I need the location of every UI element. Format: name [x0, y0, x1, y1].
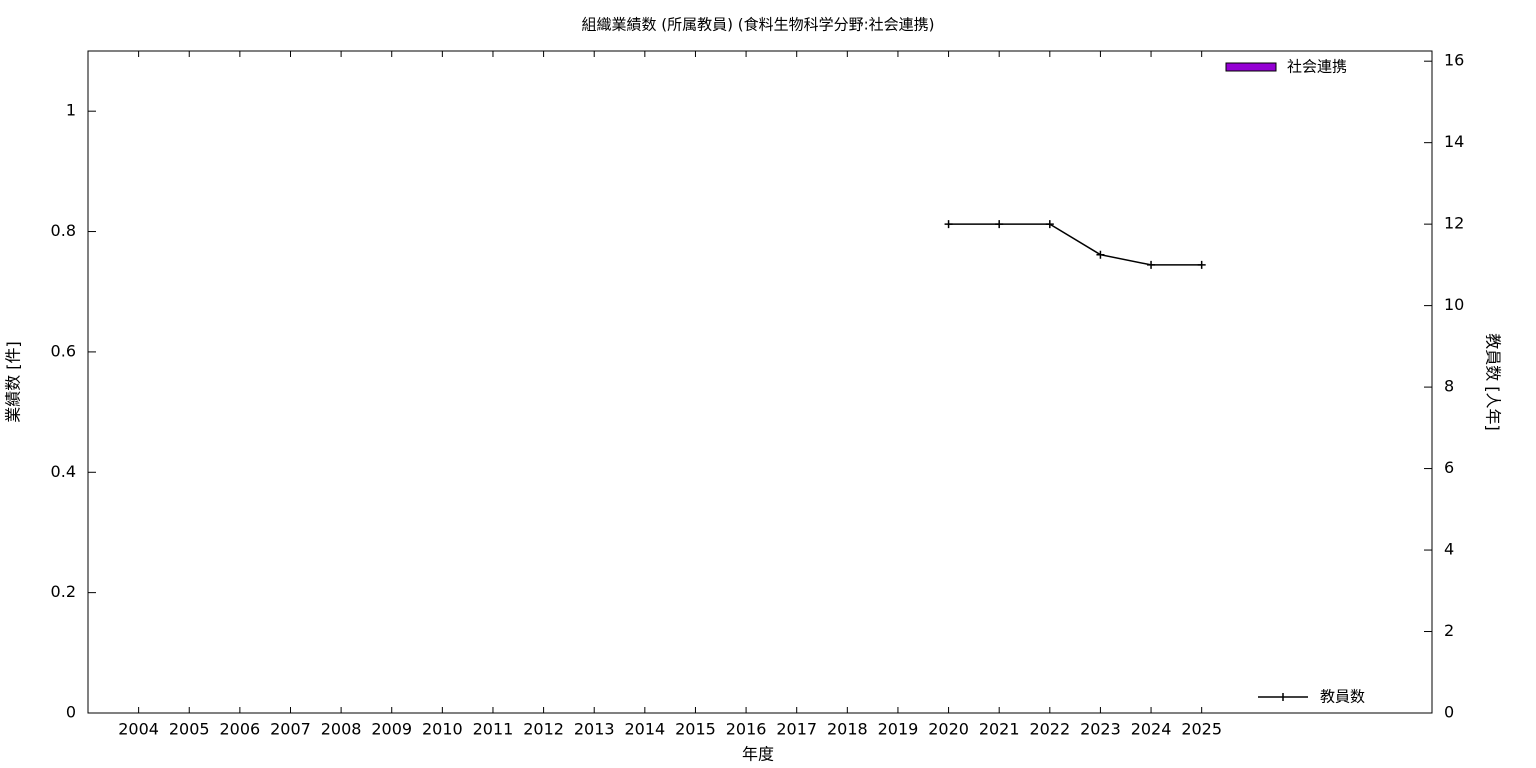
point-marker: [1147, 260, 1156, 269]
y-axis-label: 業績数 [件]: [4, 341, 23, 423]
x-tick-label: 2019: [878, 720, 919, 739]
point-marker: [1045, 220, 1054, 229]
legend-label: 社会連携: [1287, 58, 1347, 76]
x-tick-label: 2021: [979, 720, 1020, 739]
x-tick-label: 2024: [1131, 720, 1172, 739]
x-tick-label: 2007: [270, 720, 311, 739]
x-tick-label: 2012: [523, 720, 564, 739]
x-tick-label: 2018: [827, 720, 868, 739]
x-tick-label: 2014: [624, 720, 665, 739]
x-tick-label: 2016: [726, 720, 767, 739]
x-tick-label: 2011: [473, 720, 514, 739]
x-tick-label: 2015: [675, 720, 716, 739]
chart-title: 組織業績数 (所属教員) (食料生物科学分野:社会連携): [581, 16, 934, 34]
x-axis-label: 年度: [742, 745, 774, 764]
point-marker: [1197, 260, 1206, 269]
y-tick-label: 1: [66, 101, 76, 120]
y2-tick-label: 6: [1444, 458, 1454, 477]
plot-border: [87, 50, 1433, 714]
x-tick-label: 2008: [321, 720, 362, 739]
x-tick-label: 2010: [422, 720, 463, 739]
legend-swatch: [1258, 693, 1308, 701]
legend-swatch: [1225, 62, 1277, 72]
x-tick-label: 2017: [776, 720, 817, 739]
x-tick-label: 2025: [1181, 720, 1222, 739]
x-tick-label: 2009: [371, 720, 412, 739]
x-tick-label: 2013: [574, 720, 615, 739]
y2-tick-label: 10: [1444, 295, 1464, 314]
y-tick-label: 0: [66, 703, 76, 722]
y2-tick-label: 16: [1444, 51, 1464, 70]
y2-tick-label: 14: [1444, 132, 1464, 151]
y2-tick-label: 0: [1444, 703, 1454, 722]
y2-tick-label: 2: [1444, 621, 1454, 640]
y-tick-label: 0.6: [51, 341, 76, 360]
x-tick-label: 2020: [928, 720, 969, 739]
x-tick-label: 2006: [220, 720, 261, 739]
point-marker: [1096, 250, 1105, 259]
legend-label: 教員数: [1320, 688, 1365, 706]
x-tick-label: 2005: [169, 720, 210, 739]
x-tick-label: 2004: [118, 720, 159, 739]
y2-axis-label: 教員数 [人年]: [1484, 333, 1503, 431]
x-tick-label: 2023: [1080, 720, 1121, 739]
x-tick-label: 2022: [1029, 720, 1070, 739]
y-tick-label: 0.8: [51, 221, 76, 240]
point-marker: [995, 220, 1004, 229]
y-tick-label: 0.2: [51, 582, 76, 601]
y2-tick-label: 4: [1444, 540, 1454, 559]
y2-tick-label: 8: [1444, 377, 1454, 396]
point-marker: [944, 220, 953, 229]
y2-tick-label: 12: [1444, 214, 1464, 233]
line: [948, 223, 1202, 266]
y-tick-label: 0.4: [51, 462, 76, 481]
